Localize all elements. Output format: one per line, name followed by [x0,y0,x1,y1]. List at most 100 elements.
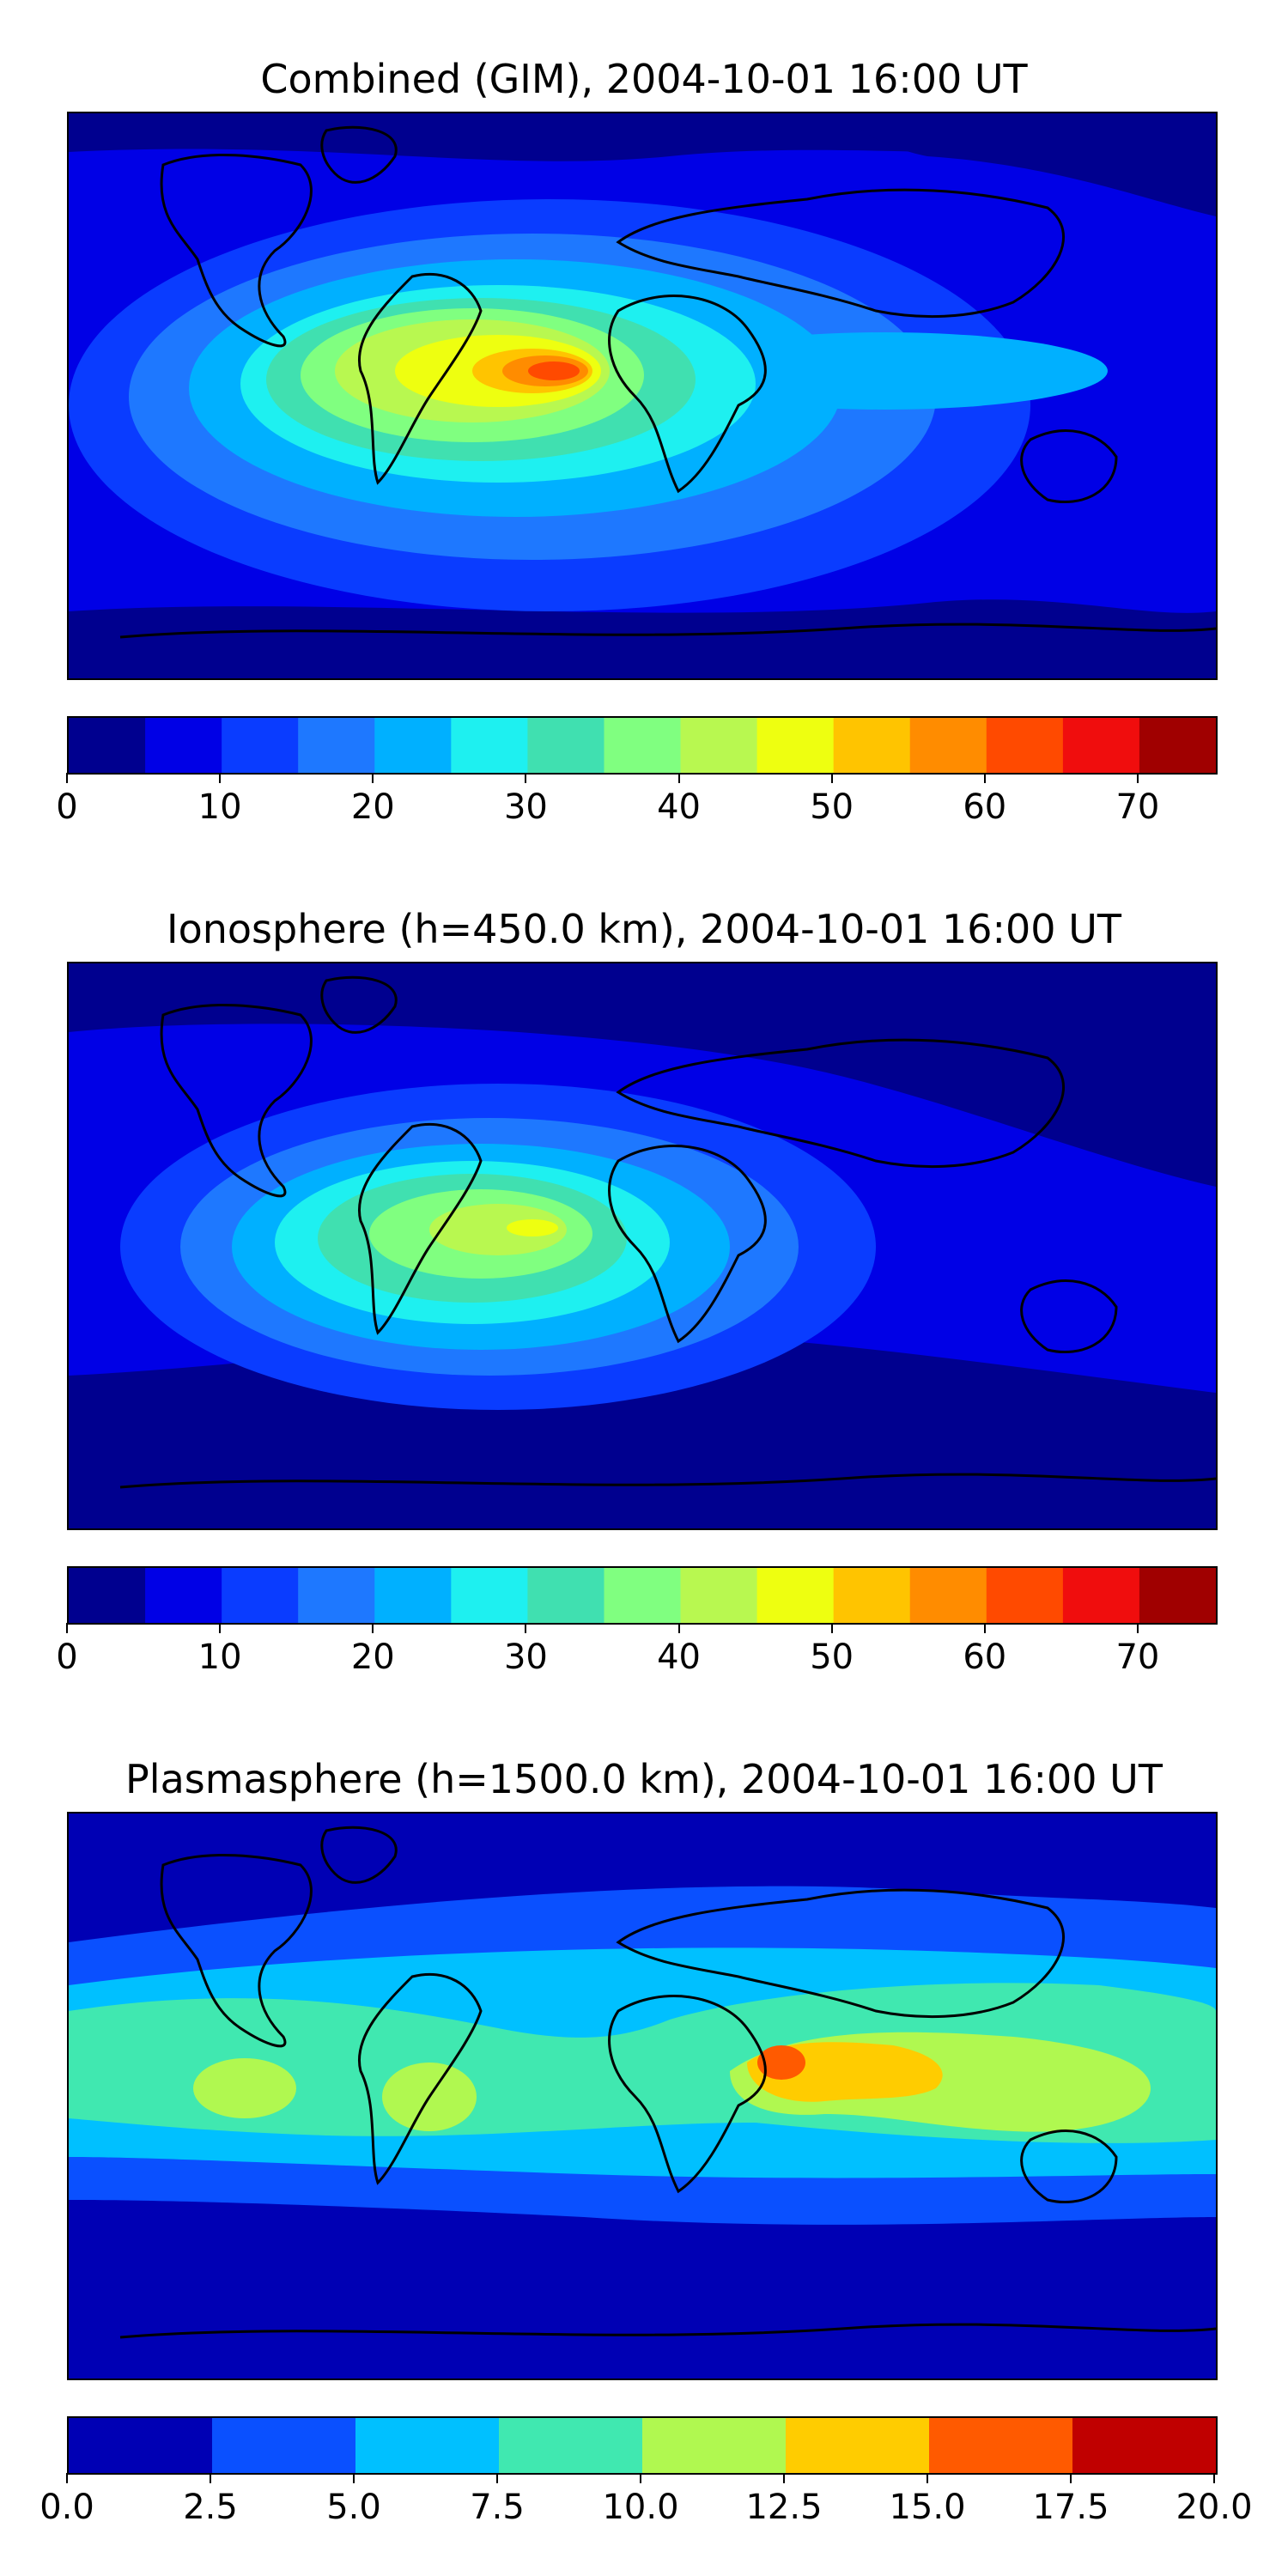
tick-mark [219,773,222,783]
tick-label: 17.5 [1032,2488,1109,2527]
tick-label: 70 [1115,787,1160,827]
colorbar-segment [1139,1568,1216,1623]
colorbar-segment [929,2418,1073,2473]
tick-label: 20.0 [1176,2488,1253,2527]
colorbar-segment [833,718,911,773]
colorbar-segment [298,718,375,773]
tick-label: 0 [56,787,78,827]
map-title: Combined (GIM), 2004-10-01 16:00 UT [260,56,1028,102]
tick-label: 10 [197,1637,242,1677]
colorbar-segment [212,2418,356,2473]
colorbar-segment [1139,718,1216,773]
colorbar-segment [986,1568,1064,1623]
colorbar [67,2416,1218,2475]
colorbar-segment [604,718,682,773]
tick-label: 40 [657,787,701,827]
colorbar-segment [909,718,987,773]
colorbar-segment [527,1568,605,1623]
tick-mark [525,1623,527,1633]
map-title: Ionosphere (h=450.0 km), 2004-10-01 16:0… [167,906,1121,952]
coastlines [119,1826,1216,2339]
colorbar-ticks: 0 10 20 30 40 50 60 70 [56,773,1218,827]
tick-mark [830,773,833,783]
colorbar-segment [1072,2418,1216,2473]
colorbar-segment [69,718,146,773]
colorbar-segment [642,2418,787,2473]
colorbar-segment [986,718,1064,773]
tick-label: 30 [503,1637,548,1677]
tick-label: 30 [503,787,548,827]
colorbar-segment [222,1568,299,1623]
colorbar-ticks: 0 10 20 30 40 50 60 70 [56,1623,1218,1677]
map-canvas [69,113,1216,678]
colorbar-segment [374,718,452,773]
tick-mark [525,773,527,783]
colorbar-segment [499,2418,643,2473]
colorbar-segment [756,718,835,773]
tick-label: 5.0 [326,2488,381,2527]
tick-label: 20 [350,787,395,827]
colorbar-ticks: 0.0 2.5 5.0 7.5 10.0 12.5 15.0 17.5 20.0 [39,2473,1253,2527]
tick-mark [1136,773,1139,783]
colorbar [67,1566,1218,1625]
tec-map [67,962,1218,1530]
tick-mark [210,2473,211,2483]
tick-mark [677,1623,680,1633]
tick-label: 0.0 [39,2488,94,2527]
colorbar-segment [527,718,605,773]
coastlines [119,975,1216,1489]
tick-label: 70 [1115,1637,1160,1677]
tick-label: 40 [657,1637,701,1677]
colorbar [67,716,1218,775]
tick-label: 50 [810,1637,854,1677]
tick-label: 0 [56,1637,78,1677]
tick-mark [219,1623,222,1633]
tick-mark [983,1623,986,1633]
tec-map [67,112,1218,680]
colorbar-segment [451,1568,528,1623]
tick-mark [66,2473,68,2483]
colorbar-segment [222,718,299,773]
tick-mark [66,1623,68,1633]
tec-map [67,1812,1218,2380]
colorbar-segment [680,718,758,773]
colorbar-segment [145,1568,222,1623]
colorbar-segment [1062,1568,1140,1623]
map-canvas [69,1814,1216,2379]
colorbar-fill [69,1568,1216,1623]
colorbar-segment [680,1568,758,1623]
tick-mark [66,773,68,783]
tick-mark [783,2473,785,2483]
tick-label: 15.0 [889,2488,966,2527]
coastlines [119,125,1216,639]
tick-label: 2.5 [183,2488,238,2527]
tick-mark [496,2473,498,2483]
colorbar-segment [298,1568,375,1623]
tick-label: 50 [810,787,854,827]
colorbar-segment [833,1568,911,1623]
tick-mark [677,773,680,783]
map-canvas [69,963,1216,1528]
tick-mark [927,2473,928,2483]
tick-mark [353,2473,355,2483]
tick-label: 20 [350,1637,395,1677]
colorbar-segment [145,718,222,773]
tick-mark [1070,2473,1072,2483]
tick-mark [372,773,374,783]
colorbar-segment [69,2418,213,2473]
map-title: Plasmasphere (h=1500.0 km), 2004-10-01 1… [125,1756,1163,1802]
tick-mark [1136,1623,1139,1633]
tick-mark [372,1623,374,1633]
colorbar-segment [69,1568,146,1623]
colorbar-segment [909,1568,987,1623]
colorbar-fill [69,2418,1216,2473]
tick-mark [640,2473,641,2483]
tick-label: 10 [197,787,242,827]
tick-label: 7.5 [470,2488,525,2527]
tick-label: 60 [963,1637,1007,1677]
colorbar-fill [69,718,1216,773]
colorbar-segment [756,1568,835,1623]
tick-label: 10.0 [602,2488,679,2527]
colorbar-segment [355,2418,500,2473]
colorbar-segment [451,718,528,773]
